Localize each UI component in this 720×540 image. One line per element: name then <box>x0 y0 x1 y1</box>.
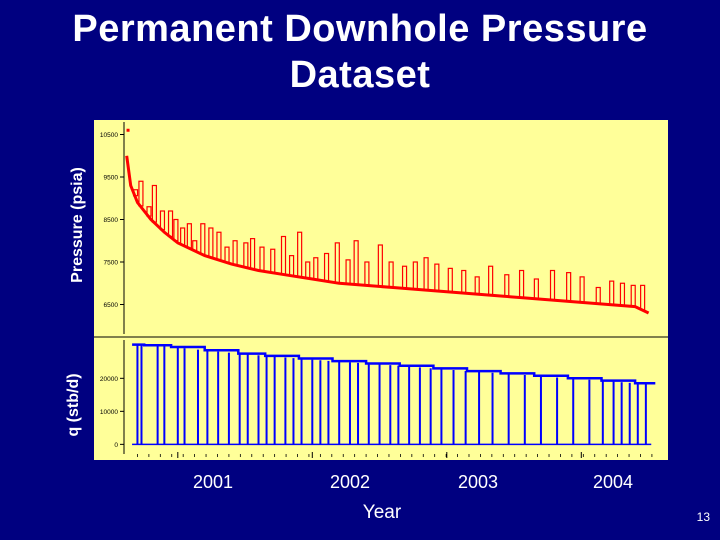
x-tick-label-2001: 2001 <box>192 472 234 492</box>
pressure-series-line <box>125 155 650 315</box>
rate-y-tick-label: 10000 <box>100 409 118 416</box>
x-axis-label: Year <box>362 502 402 523</box>
plot-background <box>94 120 668 460</box>
x-tick-label-2004: 2004 <box>592 472 634 492</box>
pressure-y-tick-label: 8500 <box>104 217 119 224</box>
slide-number: 13 <box>696 510 710 524</box>
rate-series-line <box>132 343 656 385</box>
rate-y-tick-label: 20000 <box>100 376 118 383</box>
pressure-y-tick-label: 7500 <box>104 260 119 267</box>
pressure-y-tick-label: 10500 <box>100 132 118 139</box>
pressure-initial-point <box>126 128 130 132</box>
x-tick-label-2002: 2002 <box>329 472 371 492</box>
rate-y-tick-label: 0 <box>114 442 118 449</box>
slide-title: Permanent Downhole Pressure Dataset <box>0 6 720 98</box>
x-tick-label-2003: 2003 <box>457 472 499 492</box>
pressure-y-tick-label: 9500 <box>104 175 119 182</box>
title-line-1: Permanent Downhole Pressure <box>72 8 648 50</box>
title-line-2: Dataset <box>289 54 431 96</box>
pressure-y-tick-label: 6500 <box>104 302 119 309</box>
